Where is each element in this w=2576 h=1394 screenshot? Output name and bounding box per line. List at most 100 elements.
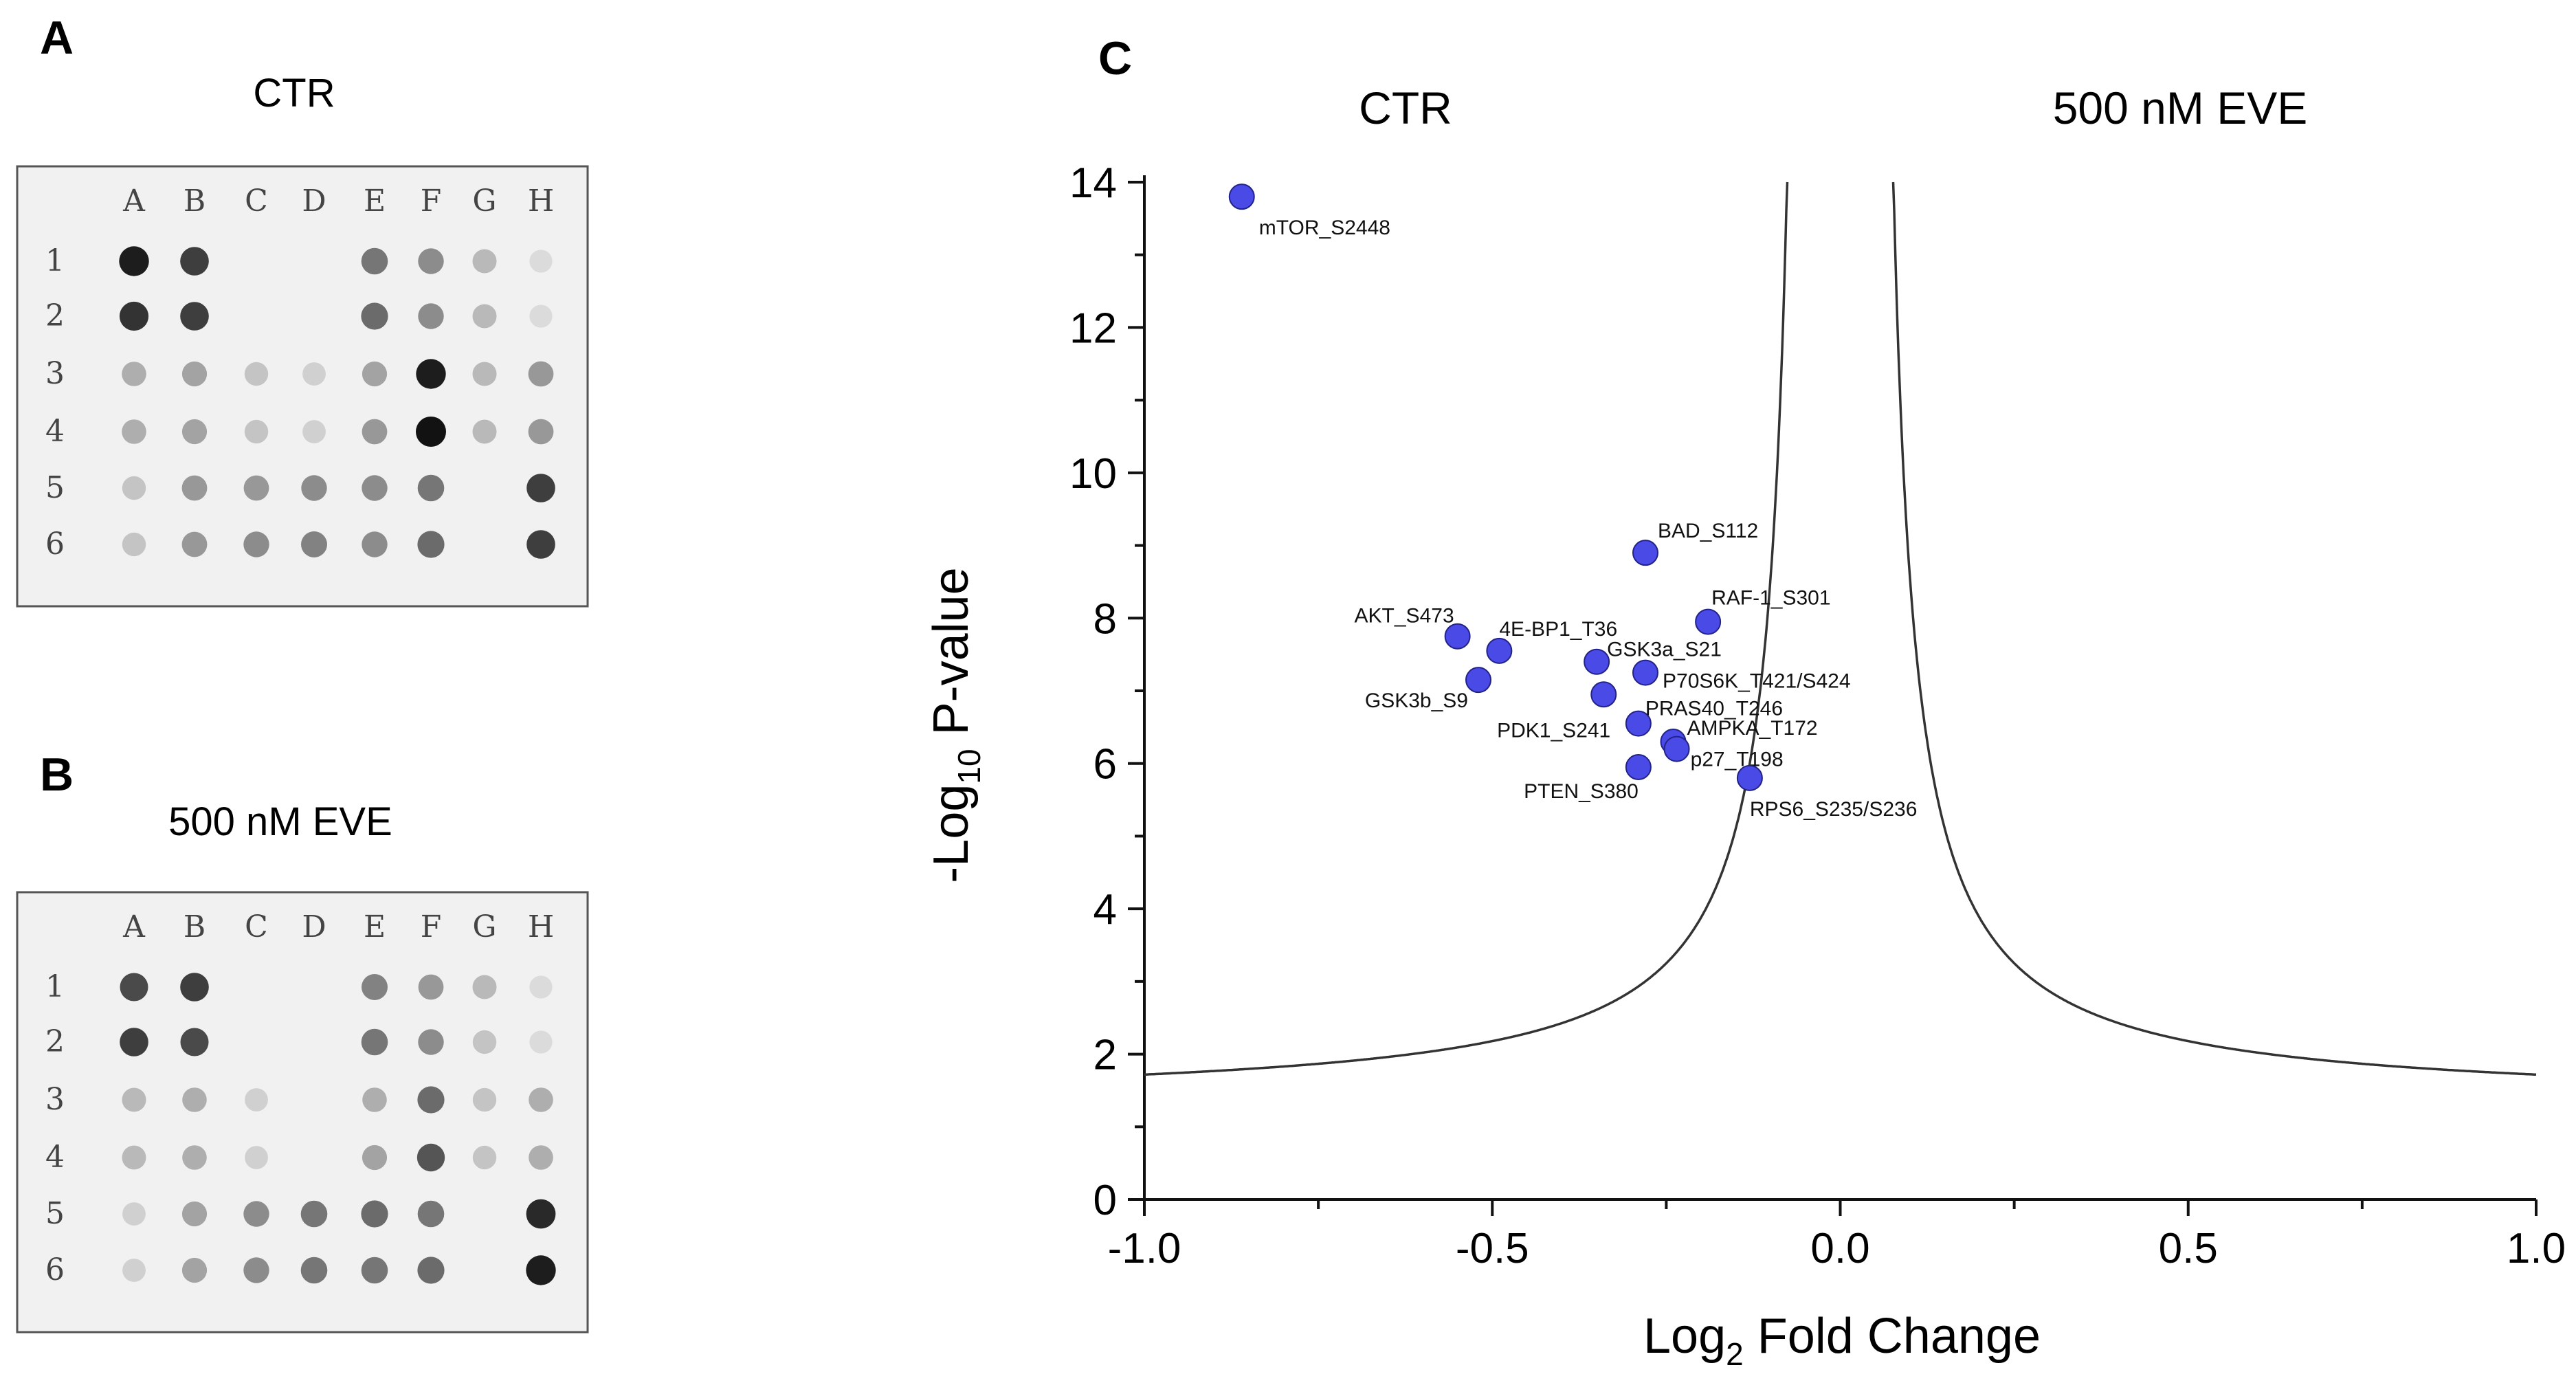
blot-ctr-row-label: 4 [45, 414, 65, 449]
blot-ctr-col-label: D [302, 184, 326, 219]
blot-ctr-dot [361, 302, 388, 330]
data-point [1632, 540, 1658, 566]
blot-ctr-membrane [16, 165, 589, 608]
panel-a-title: CTR [253, 71, 335, 115]
blot-ctr-dot [244, 362, 269, 386]
blot-eve-dot [245, 1088, 268, 1111]
blot-eve-dot [181, 1201, 208, 1227]
blot-eve-dot [122, 1202, 146, 1226]
blot-ctr-dot [181, 361, 208, 387]
blot-eve-dot [182, 1087, 207, 1112]
blot-ctr-dot [119, 301, 149, 331]
blot-eve-col-label: D [302, 909, 326, 944]
point-label: RAF-1_S301 [1711, 587, 1830, 610]
blot-ctr-dot [122, 362, 146, 386]
blot-eve-dot [122, 1145, 146, 1170]
data-point [1625, 754, 1652, 780]
blot-eve-dot [472, 975, 497, 999]
blot-eve-dot [472, 1087, 497, 1112]
x-tick-label: -1.0 [1108, 1225, 1181, 1272]
panel-c-right-label: 500 nM EVE [2053, 82, 2308, 133]
data-point [1228, 184, 1255, 210]
blot-ctr-dot [243, 531, 269, 557]
panel-c-letter: C [1098, 32, 1132, 85]
blot-eve-membrane [16, 891, 589, 1334]
blot-eve-dot [472, 1030, 497, 1054]
panel-b-letter: B [40, 749, 74, 801]
blot-ctr-dot [122, 476, 146, 500]
blot-eve-dot [122, 1259, 146, 1282]
y-tick-label: 10 [1069, 450, 1117, 498]
blot-eve-dot [180, 973, 209, 1002]
blot-ctr-dot [528, 419, 554, 445]
blot-eve-dot [418, 974, 444, 1000]
blot-eve-dot [526, 1255, 556, 1285]
y-tick-label: 4 [1093, 886, 1117, 933]
blot-eve-dot [417, 1257, 445, 1284]
blot-ctr-dot [472, 362, 497, 386]
x-axis-label: Log2 Fold Change [1643, 1309, 2041, 1372]
threshold-curve-left [1144, 181, 1789, 1076]
blot-eve-row-label: 1 [45, 969, 65, 1004]
blot-ctr-dot [529, 250, 553, 273]
panel-c-left-label: CTR [1359, 82, 1452, 133]
blot-ctr-dot [528, 361, 554, 387]
blot-ctr-row-label: 2 [45, 298, 65, 333]
blot-eve-col-label: H [528, 909, 554, 944]
blot-eve-dot [362, 974, 388, 1000]
point-label: RPS6_S235/S236 [1750, 798, 1918, 821]
blot-ctr-dot [181, 419, 208, 445]
point-label: BAD_S112 [1658, 520, 1758, 542]
blot-eve-col-label: B [184, 909, 206, 944]
x-tick-label: 0.5 [2159, 1225, 2218, 1272]
data-point [1663, 735, 1690, 762]
blot-eve-col-label: C [245, 909, 268, 944]
data-point [1590, 681, 1617, 708]
blot-ctr-row-label: 5 [45, 470, 65, 505]
blot-eve-row-label: 6 [45, 1252, 65, 1287]
blot-ctr-dot [243, 475, 269, 501]
blot-eve-dot [529, 1087, 553, 1112]
blot-ctr-dot [417, 531, 445, 558]
blot-ctr-dot [361, 247, 388, 275]
blot-ctr-col-label: G [472, 184, 496, 219]
blot-eve-dot [122, 1087, 146, 1112]
y-tick-label: 2 [1093, 1032, 1117, 1079]
blot-ctr-dot [529, 305, 553, 328]
blot-ctr-dot [362, 531, 388, 557]
blot-eve-col-label: F [421, 909, 442, 944]
blot-ctr-dot [362, 419, 388, 445]
data-point [1695, 608, 1722, 635]
blot-eve-dot [120, 973, 148, 1002]
axes: 0 2 4 6 8 10 12 14 -1.0 -0.5 0.0 0.5 1.0 [1069, 159, 2566, 1272]
blot-eve-dot [181, 1257, 208, 1283]
data-point [1444, 623, 1471, 650]
data-point [1632, 659, 1658, 686]
blot-ctr-dot [362, 361, 388, 387]
blot-ctr-dot [302, 362, 326, 386]
point-label: AKT_S473 [1355, 605, 1454, 628]
y-tick-label: 8 [1093, 595, 1117, 643]
blot-ctr-dot [180, 302, 209, 331]
blot-eve-dot [361, 1200, 388, 1228]
blot-eve-dot [417, 1086, 445, 1114]
data-point [1736, 764, 1763, 791]
point-label: GSK3b_S9 [1365, 689, 1468, 712]
blot-eve-col-label: A [122, 909, 146, 944]
blot-eve-dot [529, 1030, 553, 1054]
blot-ctr-dot [417, 474, 445, 502]
blot-eve-dot [418, 1029, 444, 1055]
blot-ctr-col-label: F [421, 184, 442, 219]
blot-ctr-dot [301, 475, 327, 501]
blot-eve-dot [245, 1146, 268, 1169]
x-tick-label: 1.0 [2507, 1225, 2566, 1272]
points-layer: mTOR_S2448 BAD_S112 RAF-1_S301 AKT_S473 4E-B… [1228, 184, 1918, 821]
blot-ctr-col-label: B [184, 184, 206, 219]
blot-eve-dot [362, 1087, 387, 1112]
blot-eve-row-label: 2 [45, 1024, 65, 1059]
blot-eve-dot [362, 1144, 388, 1171]
blot-eve: A B C D E F G H 1 2 3 4 5 6 [16, 891, 589, 1334]
blot-ctr-dot [526, 474, 555, 502]
blot-eve-row-label: 3 [45, 1082, 65, 1117]
